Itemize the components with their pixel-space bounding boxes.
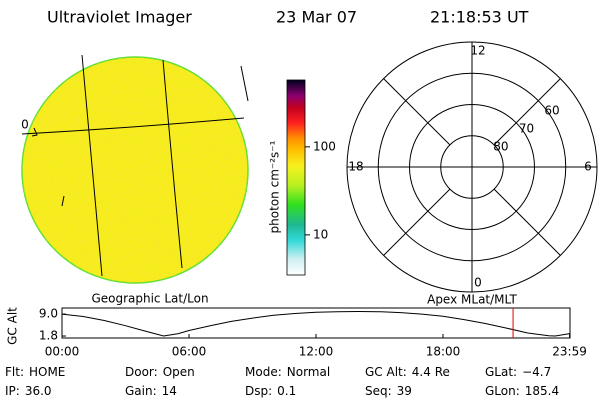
info-item: Flt: HOME <box>5 365 65 379</box>
info-value: 4.4 Re <box>412 365 450 379</box>
polar-hour-label: 12 <box>470 44 485 58</box>
info-value: −4.7 <box>522 365 551 379</box>
gc-alt-line <box>61 310 570 337</box>
info-value: 185.4 <box>525 384 559 398</box>
globe-image <box>21 54 249 284</box>
globe-label: 0 <box>21 118 29 132</box>
info-item: Door: Open <box>125 365 195 379</box>
polar-hour-label: 18 <box>348 160 363 174</box>
polar-hour-label: 6 <box>584 160 592 174</box>
info-item: Dsp: 0.1 <box>245 384 296 398</box>
globe-caption: Geographic Lat/Lon <box>91 292 208 306</box>
y-tick-label: 9.0 <box>39 307 58 321</box>
polar-ring-label: 60 <box>544 103 559 117</box>
polar-ring <box>440 135 504 199</box>
polar-hour-label: 0 <box>474 276 482 290</box>
colorbar <box>286 79 306 276</box>
polar-caption: Apex MLat/MLT <box>427 293 517 307</box>
info-value: Open <box>163 365 195 379</box>
x-tick-label: 12:00 <box>299 345 334 359</box>
polar-ring <box>409 104 535 230</box>
colorbar-tick-label: 100 <box>313 139 336 153</box>
info-label: Mode: <box>245 365 282 379</box>
info-value: HOME <box>29 365 65 379</box>
info-value: 39 <box>397 384 412 398</box>
info-label: Flt: <box>5 365 24 379</box>
colorbar-tick-label: 10 <box>313 227 328 241</box>
polar-ring-label: 80 <box>493 139 508 153</box>
info-item: GLon: 185.4 <box>485 384 559 398</box>
info-value: Normal <box>287 365 330 379</box>
info-item: GLat: −4.7 <box>485 365 551 379</box>
date: 23 Mar 07 <box>276 8 357 27</box>
info-item: Mode: Normal <box>245 365 330 379</box>
time: 21:18:53 UT <box>430 8 529 27</box>
info-item: GC Alt: 4.4 Re <box>365 365 450 379</box>
info-label: GLat: <box>485 365 517 379</box>
info-label: IP: <box>5 384 20 398</box>
polar-ring-label: 70 <box>519 121 534 135</box>
polar-spoke <box>383 188 451 256</box>
info-label: GC Alt: <box>365 365 407 379</box>
x-tick-label: 23:59 <box>552 345 587 359</box>
polar-spoke <box>383 78 451 146</box>
colorbar-label: photon cm⁻²s⁻¹ <box>268 140 282 233</box>
info-value: 36.0 <box>25 384 52 398</box>
polar-ring <box>377 72 567 262</box>
info-item: Seq: 39 <box>365 384 412 398</box>
polar-spoke <box>493 188 561 256</box>
info-label: GLon: <box>485 384 520 398</box>
y-tick-label: 1.8 <box>39 329 58 343</box>
x-tick-label: 06:00 <box>172 345 207 359</box>
info-value: 0.1 <box>277 384 296 398</box>
info-label: Dsp: <box>245 384 272 398</box>
info-item: IP: 36.0 <box>5 384 52 398</box>
timeline-ylabel: GC Alt <box>6 307 20 345</box>
info-label: Door: <box>125 365 158 379</box>
info-label: Gain: <box>125 384 157 398</box>
x-tick-label: 00:00 <box>45 345 80 359</box>
info-label: Seq: <box>365 384 392 398</box>
instrument: Ultraviolet Imager <box>47 8 192 27</box>
info-item: Gain: 14 <box>125 384 177 398</box>
info-value: 14 <box>162 384 177 398</box>
x-tick-label: 18:00 <box>426 345 461 359</box>
polar-spoke <box>493 78 561 146</box>
